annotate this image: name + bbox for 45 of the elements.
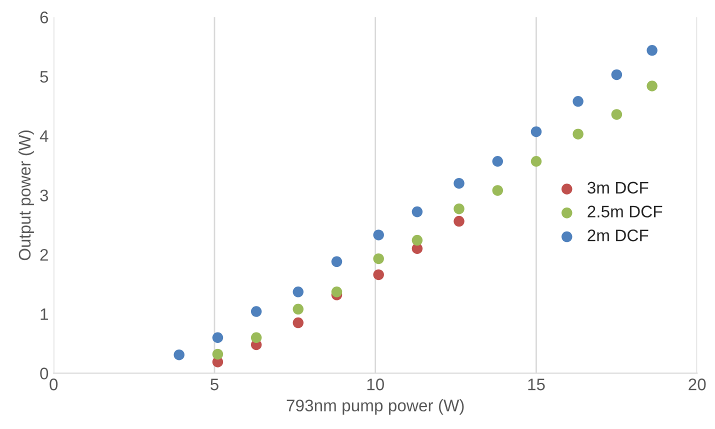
legend-label: 3m DCF: [588, 182, 648, 194]
y-tick-label: 0: [40, 368, 48, 380]
point: [373, 253, 384, 264]
point: [492, 185, 504, 196]
point: [412, 206, 423, 218]
y-tick-label: 4: [40, 130, 48, 142]
point: [174, 349, 184, 360]
point: [412, 234, 423, 246]
x-tick-label: 5: [210, 378, 218, 390]
y-tick-label: 5: [40, 71, 48, 83]
point: [646, 45, 658, 56]
x-tick-label: 10: [367, 378, 384, 390]
point: [530, 156, 542, 167]
legend-label: 2.5m DCF: [588, 206, 662, 218]
point: [250, 332, 262, 344]
point: [331, 286, 342, 298]
x-axis-title: 793nm pump power (W): [286, 399, 464, 415]
y-tick-label: 1: [40, 308, 48, 320]
x-tick-label: 15: [528, 378, 545, 390]
y-tick-label: 2: [40, 248, 48, 261]
point: [611, 69, 622, 80]
point: [572, 128, 584, 140]
point: [373, 230, 384, 240]
y-tick-label: 3: [40, 190, 48, 202]
x-tick-label: 20: [688, 378, 706, 390]
y-tick-label: 6: [40, 12, 48, 24]
point: [292, 286, 304, 298]
point: [454, 203, 464, 214]
point: [530, 126, 542, 138]
point: [611, 109, 622, 120]
point: [646, 80, 658, 92]
y-axis-title: Output power (W): [18, 130, 34, 260]
legend-label: 2m DCF: [588, 230, 648, 242]
x-tick-label: 0: [50, 378, 58, 390]
point: [250, 306, 262, 317]
point: [212, 332, 224, 344]
point: [373, 269, 384, 280]
point: [292, 304, 304, 315]
point: [292, 317, 304, 328]
point: [454, 178, 464, 189]
point: [331, 256, 342, 268]
point: [454, 216, 464, 227]
point: [572, 96, 584, 107]
point: [212, 348, 224, 360]
point: [492, 156, 504, 167]
